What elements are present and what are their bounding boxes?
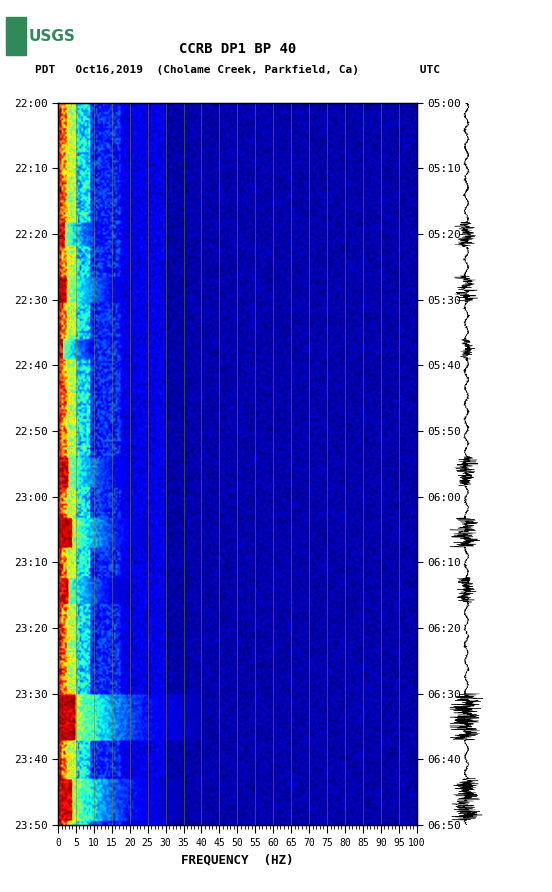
Text: USGS: USGS bbox=[29, 29, 76, 44]
Text: CCRB DP1 BP 40: CCRB DP1 BP 40 bbox=[179, 42, 296, 56]
Bar bbox=[6, 17, 25, 55]
X-axis label: FREQUENCY  (HZ): FREQUENCY (HZ) bbox=[181, 854, 294, 867]
Text: PDT   Oct16,2019  (Cholame Creek, Parkfield, Ca)         UTC: PDT Oct16,2019 (Cholame Creek, Parkfield… bbox=[35, 64, 440, 75]
